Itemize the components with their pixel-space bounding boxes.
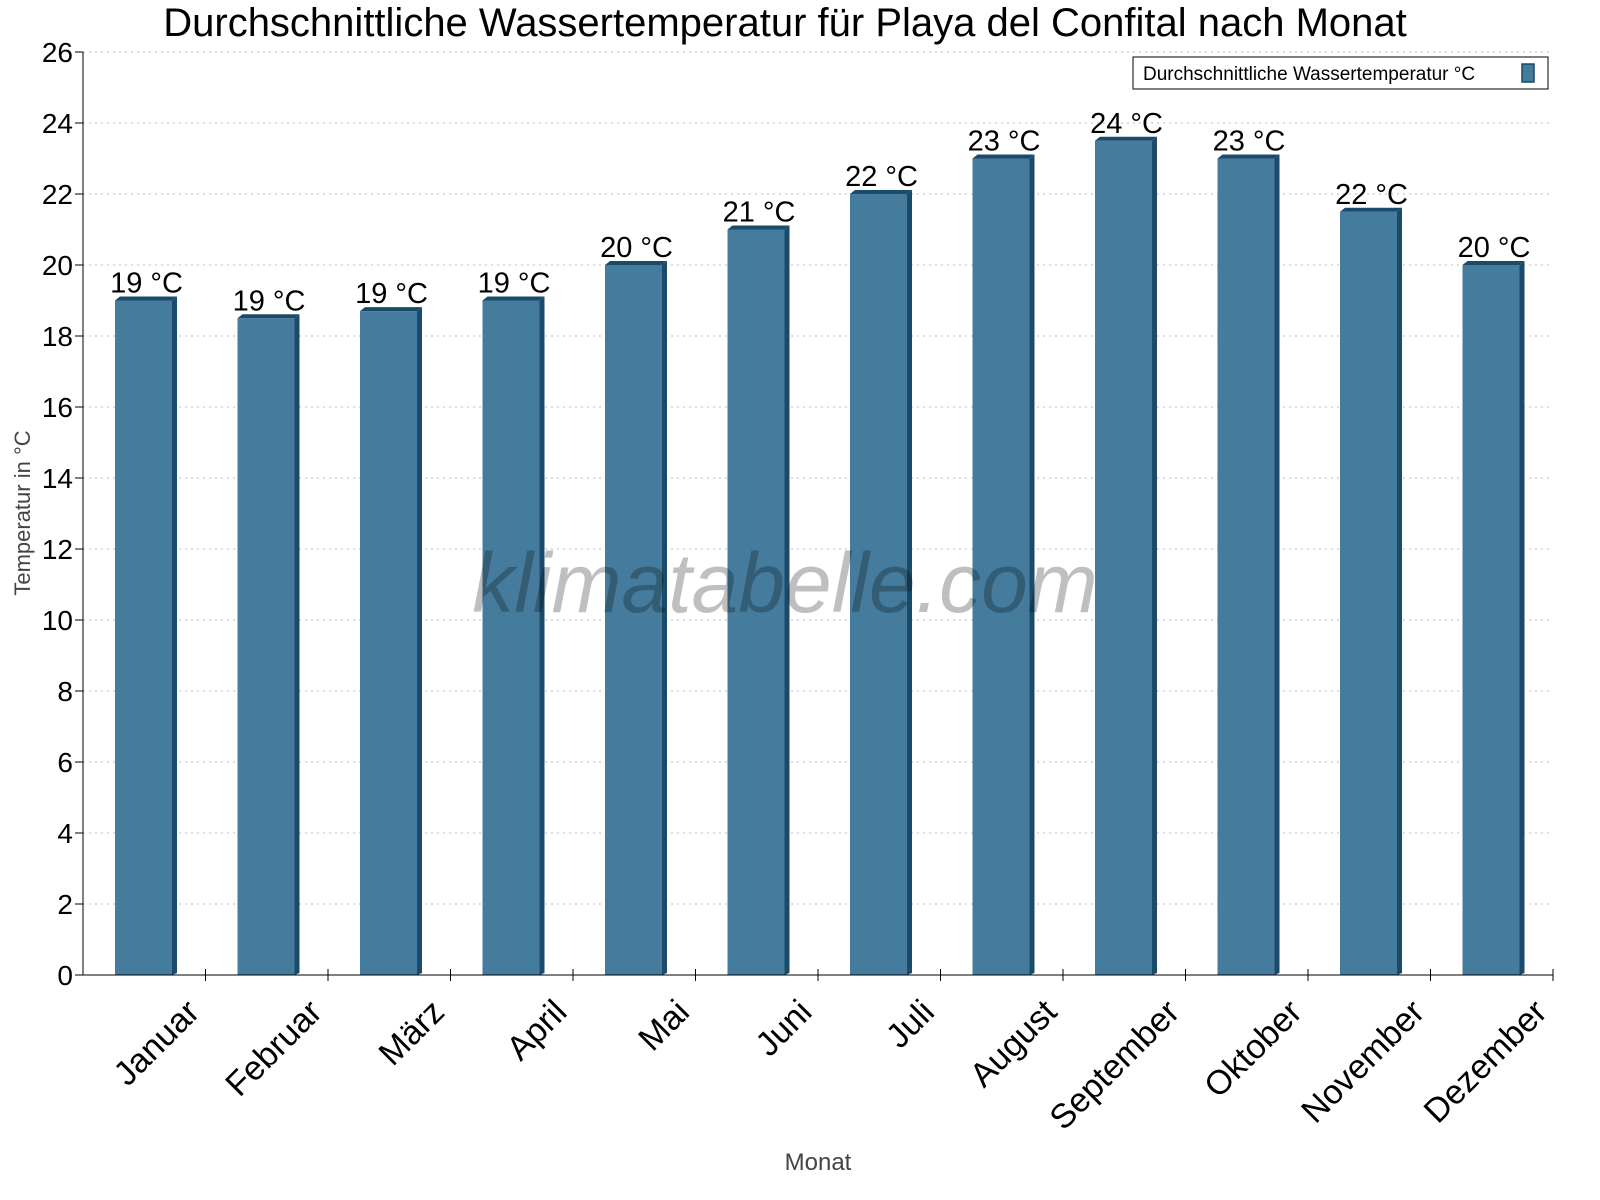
- bar-side: [172, 296, 177, 975]
- bar-top: [850, 190, 912, 194]
- legend-swatch: [1521, 63, 1535, 83]
- y-tick-label: 26: [42, 37, 73, 68]
- bar-top: [727, 225, 790, 230]
- x-tick-label: Januar: [106, 993, 206, 1093]
- data-label: 23 °C: [968, 126, 1041, 158]
- data-label: 21 °C: [723, 197, 796, 229]
- bar: [972, 158, 1030, 975]
- x-tick-label: Mai: [631, 993, 697, 1059]
- x-tick-label: November: [1294, 993, 1432, 1131]
- bar-top: [605, 261, 667, 265]
- x-tick-label: April: [499, 993, 574, 1068]
- y-tick-label: 16: [42, 392, 73, 423]
- y-tick-label: 10: [42, 605, 73, 636]
- y-tick-label: 14: [42, 463, 73, 494]
- bar: [237, 318, 295, 975]
- bar-top: [1095, 136, 1157, 141]
- y-tick-label: 20: [42, 250, 73, 281]
- y-axis-label: Temperatur in °C: [10, 430, 35, 595]
- bar: [115, 300, 172, 975]
- bar-side: [662, 261, 667, 975]
- bar-side: [1397, 207, 1402, 975]
- bar: [1340, 211, 1397, 975]
- bar-side: [907, 190, 912, 975]
- bar-top: [237, 314, 300, 319]
- legend-box: [1132, 56, 1549, 90]
- x-tick-label: September: [1042, 993, 1186, 1137]
- bar-top: [1462, 261, 1525, 265]
- legend-label: Durchschnittliche Wassertemperatur °C: [1143, 64, 1475, 85]
- bar-top: [972, 154, 1035, 159]
- data-label: 23 °C: [1213, 126, 1286, 158]
- x-tick-label: Dezember: [1417, 993, 1555, 1131]
- data-label: 24 °C: [1090, 108, 1163, 140]
- y-tick-label: 4: [57, 818, 73, 849]
- bar-top: [115, 296, 177, 301]
- bar-top: [360, 307, 422, 312]
- bar-side: [784, 225, 790, 975]
- x-tick-label: Juli: [879, 993, 942, 1056]
- bar-top: [482, 296, 545, 301]
- bar: [1462, 265, 1520, 975]
- bar: [482, 300, 540, 975]
- y-tick-label: 0: [57, 960, 73, 991]
- bar: [360, 311, 417, 975]
- watermark: klimatabelle.com: [472, 536, 1098, 630]
- bar: [727, 229, 785, 975]
- data-label: 22 °C: [1335, 179, 1408, 211]
- x-tick-label: März: [372, 993, 452, 1073]
- data-label: 22 °C: [845, 161, 918, 193]
- data-label: 20 °C: [600, 232, 673, 264]
- x-tick-label: August: [963, 992, 1065, 1094]
- x-axis-label: Monat: [785, 1149, 852, 1176]
- bar-side: [1152, 136, 1157, 975]
- x-tick-label: Oktober: [1197, 993, 1309, 1105]
- y-tick-label: 18: [42, 321, 73, 352]
- data-label: 19 °C: [478, 268, 551, 300]
- bar-side: [1519, 261, 1525, 975]
- bar-side: [294, 314, 300, 975]
- bar: [850, 194, 907, 975]
- bar-side: [417, 307, 422, 975]
- data-label: 19 °C: [355, 278, 428, 310]
- bar-top: [1340, 207, 1402, 212]
- y-tick-label: 8: [57, 676, 73, 707]
- data-label: 19 °C: [233, 285, 306, 317]
- bar-side: [1274, 154, 1280, 975]
- data-label: 19 °C: [110, 268, 183, 300]
- y-tick-label: 2: [57, 889, 73, 920]
- data-label: 20 °C: [1458, 232, 1531, 264]
- y-tick-label: 6: [57, 747, 73, 778]
- bar-top: [1217, 154, 1280, 159]
- bar: [605, 265, 662, 975]
- y-tick-label: 22: [42, 179, 73, 210]
- bar-side: [539, 296, 545, 975]
- chart-title: Durchschnittliche Wassertemperatur für P…: [163, 1, 1407, 45]
- bar: [1095, 140, 1152, 975]
- y-tick-label: 24: [42, 108, 73, 139]
- legend: Durchschnittliche Wassertemperatur °C: [1132, 56, 1549, 90]
- y-tick-label: 12: [42, 534, 73, 565]
- bar: [1217, 158, 1275, 975]
- bar-side: [1029, 154, 1035, 975]
- x-tick-label: Februar: [218, 993, 329, 1104]
- x-tick-label: Juni: [748, 993, 819, 1064]
